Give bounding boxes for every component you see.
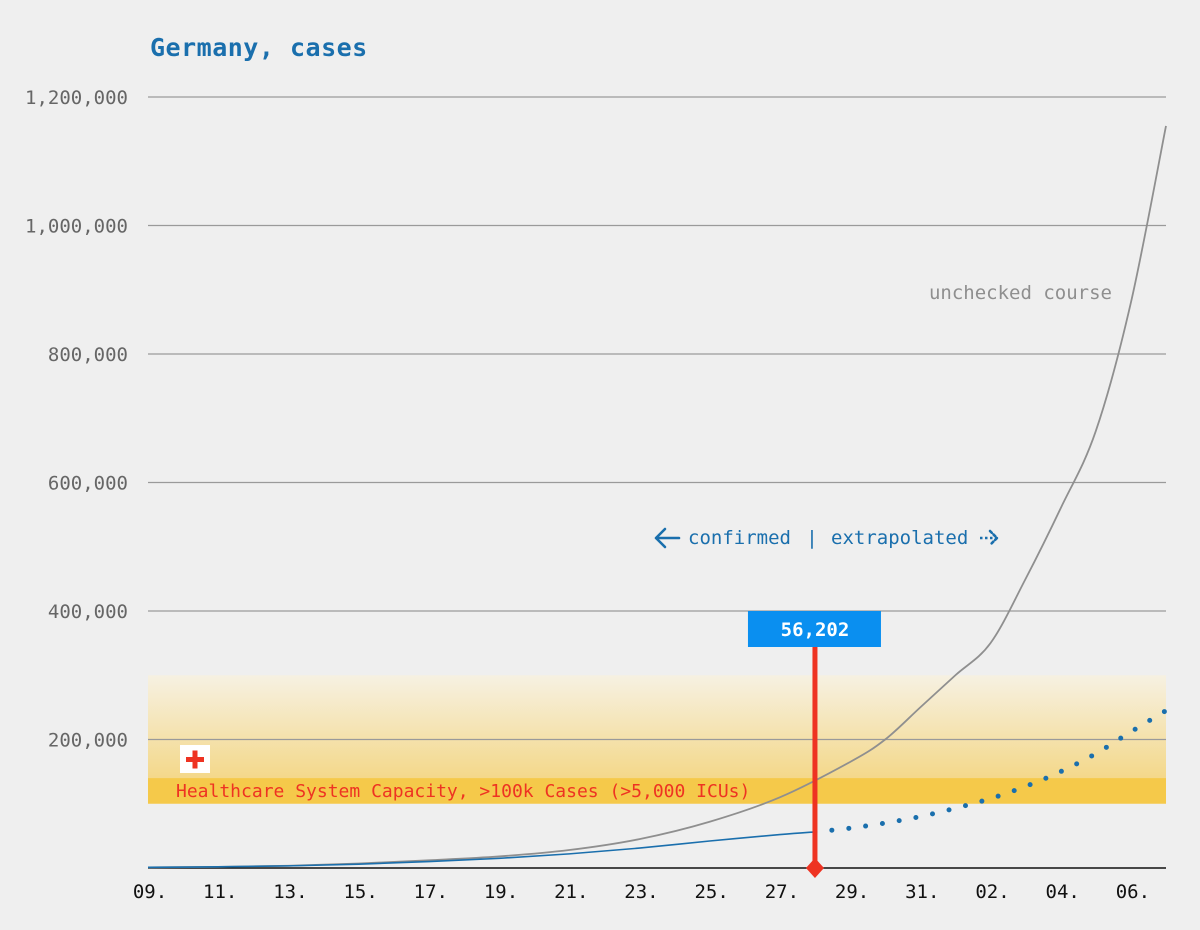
y-tick-label: 200,000 xyxy=(48,730,128,752)
chart-title: Germany, cases xyxy=(150,33,368,62)
x-tick-label: 25. xyxy=(694,881,728,903)
highlight-label-box xyxy=(747,611,881,647)
x-axis-group: 09. 11. 13. 15. 17. 19. 21. 23. 25. 27. 29. 31. 02. 0… xyxy=(133,867,1166,903)
annotation-group: 56,202 Healthcare System Capacity, >100k … xyxy=(176,282,1112,878)
y-tick-label: 600,000 xyxy=(48,473,128,495)
x-tick-label: 17. xyxy=(414,881,448,903)
x-tick-label: 15. xyxy=(343,881,377,903)
x-tick-label: 04. xyxy=(1046,881,1080,903)
x-tick-label: 11. xyxy=(203,881,237,903)
y-tick-label: 1,200,000 xyxy=(25,87,128,109)
x-tick-label: 21. xyxy=(554,881,588,903)
red-cross-icon xyxy=(192,750,198,769)
x-tick-label: 06. xyxy=(1116,881,1150,903)
highlight-label: 56,202 xyxy=(781,619,850,641)
series-extrapolated-line xyxy=(812,708,1169,835)
series-group xyxy=(147,125,1169,869)
x-tick-label: 02. xyxy=(975,881,1009,903)
y-tick-label: 400,000 xyxy=(48,601,128,623)
arrow-right-dotted-icon xyxy=(988,529,999,547)
confirmed-label: confirmed xyxy=(688,527,791,549)
y-axis-group: 200,000 400,000 600,000 800,000 1,000,000 1,2… xyxy=(25,87,128,752)
capacity-band-solid xyxy=(148,778,1166,804)
x-tick-label: 31. xyxy=(905,881,939,903)
separator-label: | xyxy=(806,527,817,549)
series-confirmed-line xyxy=(147,831,816,869)
y-tick-label: 800,000 xyxy=(48,344,128,366)
capacity-band-fade xyxy=(148,675,1166,779)
grid-group xyxy=(148,96,1166,741)
arrow-left-icon xyxy=(654,527,681,549)
x-tick-label: 09. xyxy=(133,881,167,903)
x-tick-label: 23. xyxy=(624,881,658,903)
capacity-label: Healthcare System Capacity, >100k Cases … xyxy=(176,781,750,802)
x-tick-label: 19. xyxy=(484,881,518,903)
x-tick-label: 27. xyxy=(765,881,799,903)
capacity-band-group xyxy=(148,675,1166,804)
unchecked-course-label: unchecked course xyxy=(929,282,1112,304)
x-tick-label: 13. xyxy=(273,881,307,903)
x-tick-label: 29. xyxy=(835,881,869,903)
highlight-marker-diamond xyxy=(805,858,824,878)
y-tick-label: 1,000,000 xyxy=(25,216,128,238)
extrapolated-label: extrapolated xyxy=(831,527,968,549)
